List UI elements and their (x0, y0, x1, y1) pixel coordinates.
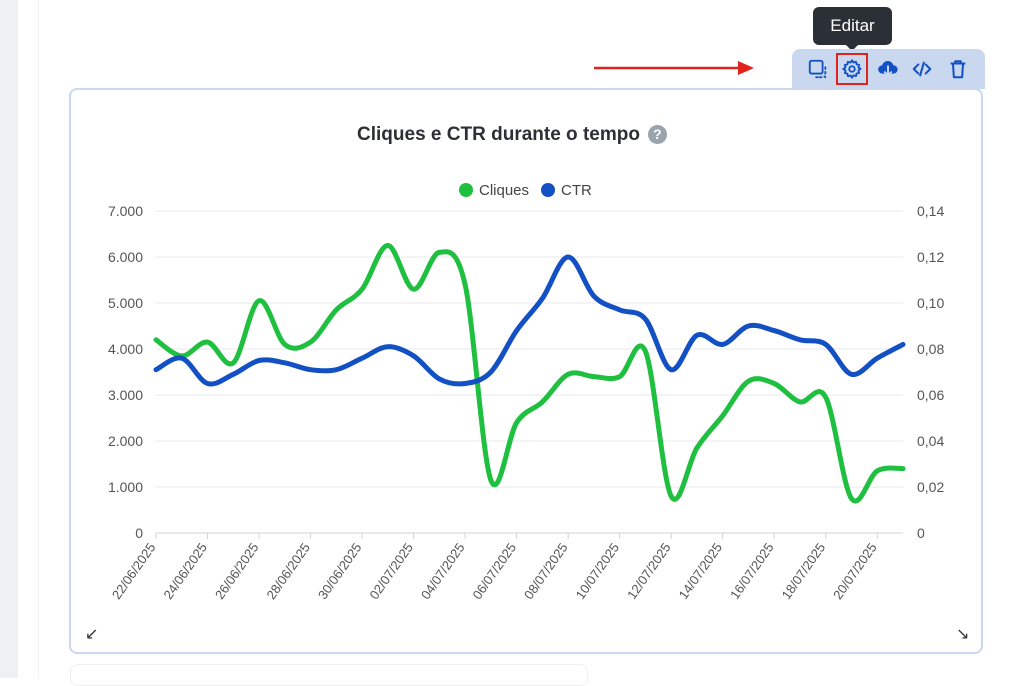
x-tick-label: 26/06/2025 (212, 540, 262, 602)
legend-label[interactable]: CTR (561, 182, 592, 199)
x-tick-label: 30/06/2025 (315, 540, 365, 602)
x-tick-label: 10/07/2025 (572, 540, 622, 602)
y-right-tick-label: 0,06 (917, 387, 944, 403)
y-left-tick-label: 7.000 (108, 203, 143, 219)
chart-series (153, 243, 906, 504)
legend-marker (541, 183, 555, 197)
select-icon (808, 59, 827, 79)
y-left-tick-label: 0 (135, 525, 143, 541)
x-tick-label: 12/07/2025 (624, 540, 674, 602)
y-right-tick-label: 0,10 (917, 295, 944, 311)
series-line-ctr (153, 254, 906, 387)
y-right-tick-label: 0,12 (917, 249, 944, 265)
y-right-tick-label: 0,04 (917, 433, 944, 449)
x-tick-label: 02/07/2025 (366, 540, 416, 602)
resize-right-icon[interactable]: ↘ (956, 626, 970, 643)
select-widget-button[interactable] (804, 55, 832, 83)
x-tick-label: 24/06/2025 (160, 540, 210, 602)
x-tick-label: 14/07/2025 (676, 540, 726, 602)
x-axis: 22/06/2025 24/06/2025 26/06/2025 28/06/2025… (109, 533, 880, 602)
edit-tooltip: Editar (813, 7, 892, 45)
y-left-tick-label: 1.000 (108, 479, 143, 495)
edit-settings-button[interactable] (836, 53, 868, 85)
tooltip-arrow (845, 44, 859, 51)
x-tick-label: 04/07/2025 (418, 540, 468, 602)
y-right-tick-label: 0,02 (917, 479, 944, 495)
settings-icon (842, 59, 862, 79)
x-tick-label: 28/06/2025 (263, 540, 313, 602)
y-left-tick-label: 2.000 (108, 433, 143, 449)
y-left-tick-label: 5.000 (108, 295, 143, 311)
help-icon[interactable]: ? (647, 125, 667, 144)
y-right-tick-label: 0,08 (917, 341, 944, 357)
x-tick-label: 06/07/2025 (469, 540, 519, 602)
next-card (70, 664, 588, 686)
chart-title: Cliques e CTR durante o tempo (357, 124, 640, 145)
y-left-tick-label: 4.000 (108, 341, 143, 357)
x-tick-label: 20/07/2025 (830, 540, 880, 602)
chart-grid (156, 210, 903, 534)
y-right-tick-label: 0 (917, 525, 925, 541)
code-icon (912, 61, 932, 77)
y-left-tick-label: 3.000 (108, 387, 143, 403)
left-rail (0, 0, 18, 678)
series-line-cliques (153, 243, 906, 504)
chart-title-row: Cliques e CTR durante o tempo? (0, 124, 1024, 146)
y-axis-left: 0 1.000 2.000 3.000 4.000 5.000 6.000 7.000 (108, 203, 143, 541)
y-axis-right: 0 0,02 0,04 0,06 0,08 0,10 0,12 0,14 (917, 203, 944, 541)
chart-legend: Cliques CTR (459, 182, 592, 199)
x-tick-label: 22/06/2025 (109, 540, 159, 602)
legend-label[interactable]: Cliques (479, 182, 529, 199)
download-cloud-icon (878, 61, 898, 77)
embed-code-button[interactable] (908, 55, 936, 83)
divider (38, 0, 39, 678)
widget-toolbar (792, 49, 985, 89)
chart-card (69, 88, 983, 654)
x-tick-label: 08/07/2025 (521, 540, 571, 602)
legend-marker (459, 183, 473, 197)
delete-button[interactable] (944, 55, 972, 83)
resize-left-icon[interactable]: ↙ (85, 626, 99, 643)
annotation-arrow (594, 61, 754, 75)
y-left-tick-label: 6.000 (108, 249, 143, 265)
trash-icon (950, 60, 966, 79)
download-button[interactable] (874, 55, 902, 83)
y-right-tick-label: 0,14 (917, 203, 944, 219)
x-tick-label: 18/07/2025 (779, 540, 829, 602)
x-tick-label: 16/07/2025 (727, 540, 777, 602)
